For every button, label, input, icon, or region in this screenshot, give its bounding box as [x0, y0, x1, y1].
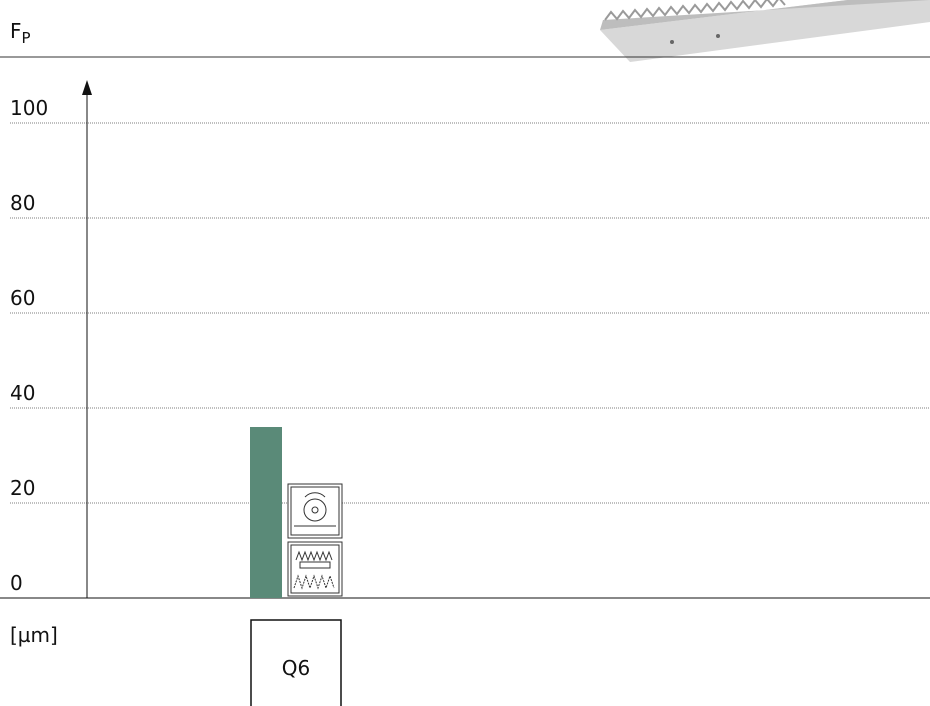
x-tick-label: Q6	[282, 656, 310, 680]
bar	[250, 427, 282, 598]
icon-grinding	[287, 483, 343, 539]
y-tick-label: 60	[10, 286, 35, 310]
plot: 0 20 40 60 80 100	[10, 96, 930, 595]
y-axis-arrow	[82, 80, 92, 95]
rack-illustration	[600, 0, 930, 62]
unit-label: [µm]	[10, 623, 58, 647]
y-tick-label: 80	[10, 191, 35, 215]
y-tick-label: 0	[10, 571, 23, 595]
y-tick-label: 20	[10, 476, 35, 500]
y-tick-label: 40	[10, 381, 35, 405]
category-box	[250, 619, 342, 706]
icon-gear-cutting	[287, 541, 343, 597]
y-axis-label: FP	[10, 19, 31, 47]
y-tick-label: 100	[10, 96, 48, 120]
